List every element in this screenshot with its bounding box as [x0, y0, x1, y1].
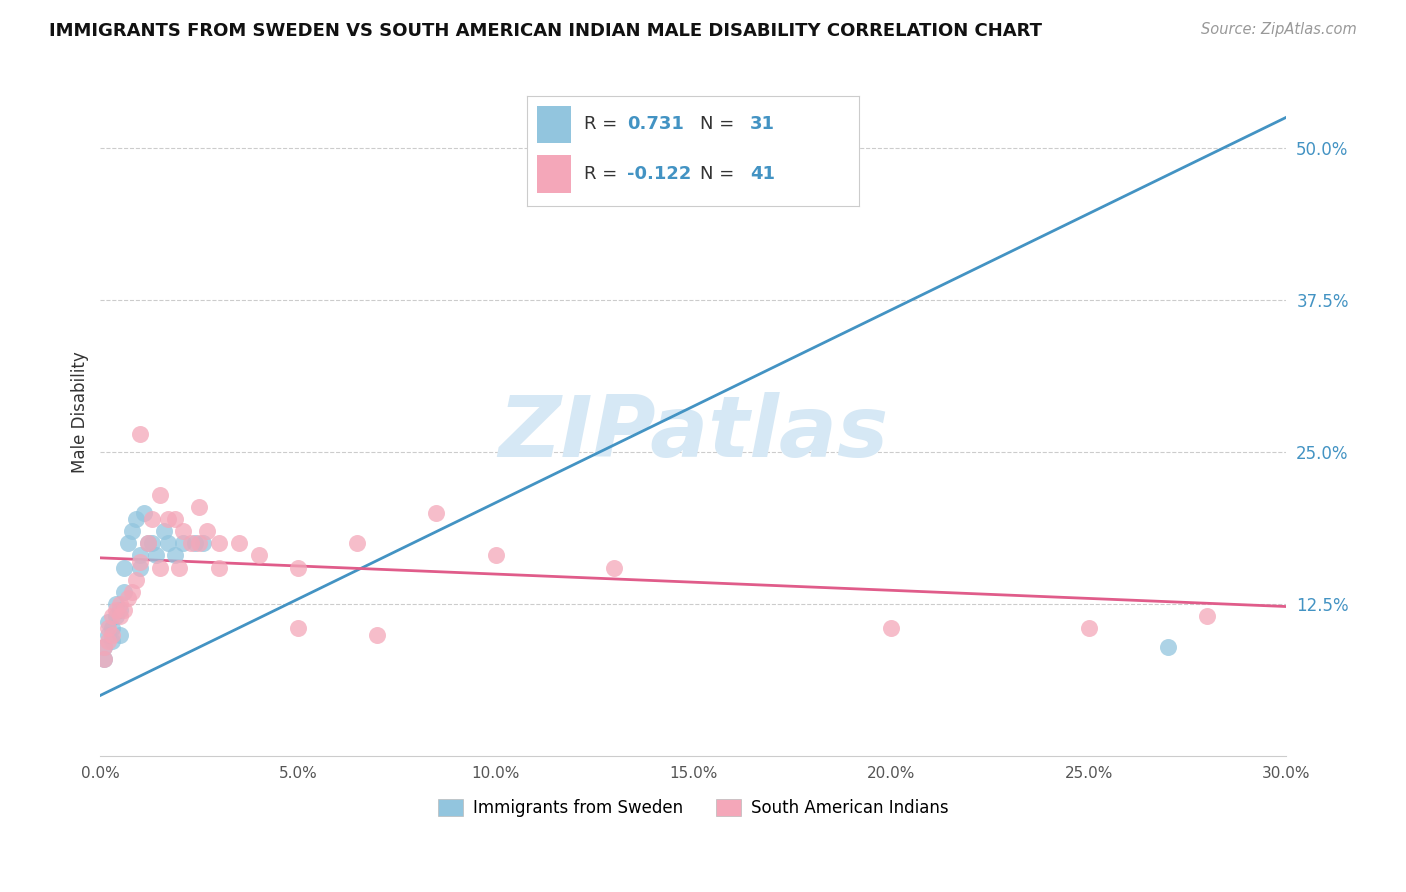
Point	[1157, 640, 1180, 654]
Point	[141, 512, 163, 526]
Point	[112, 585, 135, 599]
Point	[93, 640, 115, 654]
Point	[101, 622, 124, 636]
Point	[485, 549, 508, 563]
Point	[112, 603, 135, 617]
Point	[149, 487, 172, 501]
Point	[128, 554, 150, 568]
Point	[184, 536, 207, 550]
Point	[188, 500, 211, 514]
Point	[108, 609, 131, 624]
Y-axis label: Male Disability: Male Disability	[72, 351, 89, 474]
Point	[172, 536, 194, 550]
Point	[208, 536, 231, 550]
Point	[287, 560, 309, 574]
Point	[108, 627, 131, 641]
Point	[136, 536, 159, 550]
Point	[156, 512, 179, 526]
Point	[128, 549, 150, 563]
Point	[287, 622, 309, 636]
Point	[149, 560, 172, 574]
Point	[208, 560, 231, 574]
Point	[195, 524, 218, 538]
Point	[152, 524, 174, 538]
Point	[169, 560, 191, 574]
Point	[93, 640, 115, 654]
Point	[97, 622, 120, 636]
Point	[132, 506, 155, 520]
Point	[136, 536, 159, 550]
Point	[93, 652, 115, 666]
Point	[125, 512, 148, 526]
Point	[128, 426, 150, 441]
Point	[145, 549, 167, 563]
Point	[228, 536, 250, 550]
Point	[105, 597, 128, 611]
Point	[117, 536, 139, 550]
Point	[172, 524, 194, 538]
Point	[165, 512, 187, 526]
Point	[101, 627, 124, 641]
Point	[425, 506, 447, 520]
Point	[97, 615, 120, 630]
Point	[108, 603, 131, 617]
Text: IMMIGRANTS FROM SWEDEN VS SOUTH AMERICAN INDIAN MALE DISABILITY CORRELATION CHAR: IMMIGRANTS FROM SWEDEN VS SOUTH AMERICAN…	[49, 22, 1042, 40]
Point	[97, 627, 120, 641]
Text: Source: ZipAtlas.com: Source: ZipAtlas.com	[1201, 22, 1357, 37]
Point	[105, 603, 128, 617]
Text: ZIPatlas: ZIPatlas	[498, 392, 889, 475]
Point	[191, 536, 214, 550]
Point	[880, 622, 903, 636]
Point	[108, 597, 131, 611]
Point	[121, 585, 143, 599]
Point	[93, 652, 115, 666]
Point	[128, 560, 150, 574]
Point	[105, 609, 128, 624]
Point	[156, 536, 179, 550]
Point	[101, 633, 124, 648]
Point	[180, 536, 202, 550]
Point	[141, 536, 163, 550]
Point	[188, 536, 211, 550]
Point	[366, 627, 388, 641]
Point	[117, 591, 139, 605]
Point	[112, 560, 135, 574]
Point	[121, 524, 143, 538]
Legend: Immigrants from Sweden, South American Indians: Immigrants from Sweden, South American I…	[432, 792, 956, 823]
Point	[544, 165, 567, 179]
Point	[1197, 609, 1219, 624]
Point	[346, 536, 368, 550]
Point	[247, 549, 270, 563]
Point	[97, 633, 120, 648]
Point	[1077, 622, 1099, 636]
Point	[603, 560, 626, 574]
Point	[165, 549, 187, 563]
Point	[101, 609, 124, 624]
Point	[125, 573, 148, 587]
